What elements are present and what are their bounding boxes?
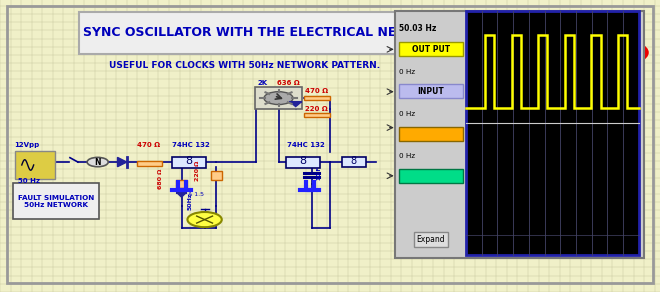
Text: 10 F: 10 F [317,166,322,180]
Text: A 1.5: A 1.5 [188,192,204,197]
Text: 50Hz: 50Hz [187,192,193,210]
Bar [399,169,463,183]
Text: 2K: 2K [257,80,267,86]
Text: 0 Hz: 0 Hz [399,69,414,74]
FancyBboxPatch shape [172,157,206,168]
Text: 220 Ω: 220 Ω [195,160,200,180]
Bar [304,113,330,117]
FancyBboxPatch shape [395,11,644,258]
Text: 0 Hz: 0 Hz [399,153,414,159]
Text: 74HC 132: 74HC 132 [287,142,325,147]
Polygon shape [117,157,127,167]
Text: 8: 8 [300,156,306,166]
Bar [399,84,463,98]
FancyBboxPatch shape [466,11,639,255]
Text: 50 Hz: 50 Hz [18,178,40,184]
Circle shape [585,39,649,67]
FancyBboxPatch shape [342,157,366,167]
Text: 8: 8 [185,156,192,166]
Bar [137,161,162,166]
Text: 636 Ω: 636 Ω [277,80,300,86]
Bar [399,127,463,141]
Circle shape [187,212,222,227]
Text: 74HC 132: 74HC 132 [172,142,209,147]
Text: 50.03 Hz: 50.03 Hz [399,24,436,33]
FancyBboxPatch shape [255,87,302,109]
Bar [211,171,222,180]
Polygon shape [177,193,186,197]
Circle shape [87,157,108,167]
Text: SYNC OSCILLATOR WITH THE ELECTRICAL NETWORK: SYNC OSCILLATOR WITH THE ELECTRICAL NETW… [82,26,448,39]
FancyBboxPatch shape [79,12,452,54]
Bar [304,96,330,100]
Text: 0 Hz: 0 Hz [399,111,414,117]
Bar [176,180,187,188]
FancyBboxPatch shape [13,183,99,219]
Text: N: N [94,158,101,166]
Text: Expand: Expand [416,235,446,244]
Text: FAULT SIMULATION
50Hz NETWORK: FAULT SIMULATION 50Hz NETWORK [18,195,94,208]
Text: 8: 8 [350,156,357,166]
Bar [399,42,463,56]
Text: 470 Ω: 470 Ω [137,142,160,147]
Text: 680 Ω: 680 Ω [158,169,164,189]
Text: OUT PUT: OUT PUT [412,45,450,54]
Circle shape [264,92,293,105]
Text: USEFUL FOR CLOCKS WITH 50Hz NETWORK PATTERN.: USEFUL FOR CLOCKS WITH 50Hz NETWORK PATT… [109,61,380,70]
Text: 220 Ω: 220 Ω [305,106,328,112]
Polygon shape [290,102,301,107]
Text: 470 Ω: 470 Ω [305,88,328,94]
Text: INPUT: INPUT [418,87,444,96]
FancyBboxPatch shape [286,157,320,168]
Text: 12Vpp: 12Vpp [15,142,40,148]
FancyBboxPatch shape [15,151,55,179]
